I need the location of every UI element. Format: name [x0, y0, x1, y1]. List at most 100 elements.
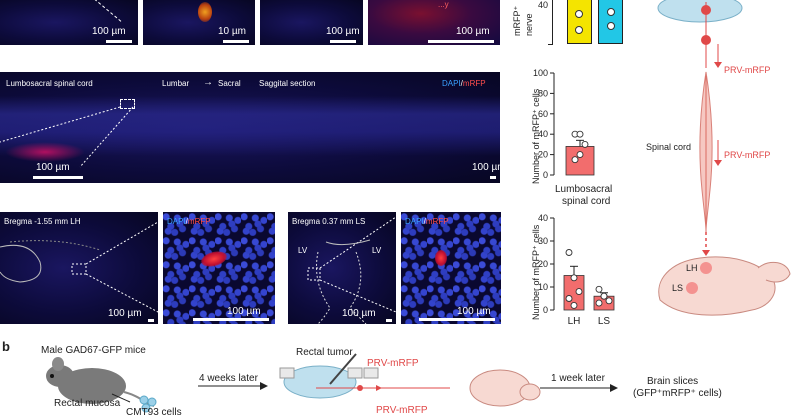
chart-brain-regions: 0 10 20 30 40 LH LS	[538, 213, 615, 327]
spinal-title: Lumbosacral spinal cord	[6, 79, 93, 88]
lv-right-label: LV	[372, 246, 382, 255]
y-tick-label: 100	[533, 68, 548, 78]
slash: /	[185, 217, 188, 226]
mouse-title: Male GAD67-GFP mice	[41, 345, 146, 356]
scale-bar-inset	[490, 176, 496, 179]
chart-spinal-cord: 0 20 40 60 80 100	[533, 68, 595, 180]
lh-inset-micrograph: DAPI/mRFP 100 µm	[163, 212, 275, 324]
top-micrograph-2: 10 µm	[143, 0, 255, 45]
scale-label: 10 µm	[218, 26, 246, 37]
top-chart-bar-yellow	[567, 0, 592, 44]
lh-title: Bregma -1.55 mm LH	[4, 217, 81, 226]
slash: /	[423, 217, 426, 226]
chart-spinal-xlabel-2: spinal cord	[562, 196, 611, 207]
y-tick-label: 0	[543, 305, 548, 315]
ls-inset-scale-label: 100 µm	[457, 306, 491, 317]
scale-label-main: 100 µm	[36, 162, 70, 173]
data-point	[581, 140, 589, 148]
top-chart-ylabel-2: nerve	[524, 13, 534, 36]
y-tick-label: 40	[538, 213, 548, 223]
top-chart-ylabel-1: mRFP⁺	[512, 5, 522, 36]
top-micrograph-3: 100 µm	[260, 0, 363, 45]
four-weeks-label: 4 weeks later	[199, 373, 258, 384]
ls-outline	[307, 216, 396, 324]
cmt93-label: CMT93 cells	[126, 407, 182, 418]
overlay-fragment: ...y	[438, 0, 449, 9]
lv-left-label: LV	[298, 246, 308, 255]
lh-inset-scale-label: 100 µm	[227, 306, 261, 317]
lh-scale-bar	[148, 319, 154, 322]
zoom-lines	[0, 106, 134, 168]
dapi-label: DAPI	[405, 217, 424, 226]
ls-title: Bregma 0.37 mm LS	[292, 217, 366, 226]
x-tick-label: LH	[568, 316, 581, 327]
data-point	[576, 151, 584, 159]
ls-inset-scale-bar	[419, 318, 495, 321]
scale-bar-main	[33, 176, 83, 179]
x-tick-label: LS	[598, 316, 611, 327]
ls-inset-micrograph: DAPI/mRFP 100 µm	[401, 212, 501, 324]
one-week-label: 1 week later	[551, 373, 605, 384]
scale-bar	[428, 40, 494, 43]
y-tick-label: 0	[543, 170, 548, 180]
mrfp-label: mRFP	[187, 217, 211, 226]
scale-bar	[106, 40, 132, 43]
scale-label: 100 µm	[326, 26, 360, 37]
panel-b-label: b	[2, 339, 10, 354]
chart-spinal-xlabel-1: Lumbosacral	[555, 184, 613, 195]
mrfp-label: mRFP	[425, 217, 449, 226]
prv-travel-label: PRV-mRFP	[376, 405, 428, 416]
slash: /	[460, 79, 463, 88]
schematic-prv-top: PRV-mRFP	[724, 65, 771, 75]
chart-brain-ylabel: Number of mRFP⁺ cells	[531, 224, 541, 320]
lh-scale-label: 100 µm	[108, 308, 142, 319]
data-point	[570, 274, 578, 282]
data-point	[570, 301, 578, 309]
lh-outline	[0, 221, 158, 313]
data-point	[600, 292, 608, 300]
mrfp-label: mRFP	[462, 79, 486, 88]
lh-inset-scale-bar	[193, 318, 269, 321]
lumbar-label: Lumbar	[162, 79, 190, 88]
prv-inject-label: PRV-mRFP	[367, 358, 419, 369]
sacral-label: Sacral	[218, 79, 241, 88]
schematic-prv-mid: PRV-mRFP	[724, 150, 771, 160]
y-tick-label: 30	[538, 236, 548, 246]
pathway-schematic	[657, 0, 791, 316]
dapi-label: DAPI	[167, 217, 186, 226]
bar	[565, 146, 595, 176]
top-micrograph-1: 100 µm	[0, 0, 138, 45]
ls-inset-legend: DAPI/mRFP	[405, 217, 449, 226]
ls-scale-label: 100 µm	[342, 308, 376, 319]
lh-micrograph: Bregma -1.55 mm LH 100 µm	[0, 212, 158, 324]
ls-micrograph: Bregma 0.37 mm LS LV LV 100 µm	[288, 212, 396, 324]
data-point	[565, 249, 573, 256]
data-point	[576, 130, 584, 138]
dapi-label: DAPI	[442, 79, 461, 88]
chart-spinal-ylabel: Number of mRFP⁺ cells	[531, 88, 541, 184]
y-tick-label: 80	[538, 88, 548, 98]
y-tick-label: 20	[538, 259, 548, 269]
rectal-tumor-label: Rectal tumor	[296, 347, 353, 358]
lh-inset-legend: DAPI/mRFP	[167, 217, 211, 226]
inset-box	[120, 99, 135, 109]
scale-label-inset: 100 µm	[472, 162, 500, 173]
spinal-cord-micrograph: Lumbosacral spinal cord Lumbar → Sacral …	[0, 72, 500, 183]
y-tick-label: 40	[538, 129, 548, 139]
data-point	[571, 156, 579, 164]
schematic-spinal-cord: Spinal cord	[646, 142, 692, 152]
scale-bar	[223, 40, 249, 43]
data-point	[575, 288, 583, 296]
scale-bar	[330, 40, 356, 43]
schematic-ls: LS	[672, 283, 684, 293]
ls-scale-bar	[386, 319, 392, 322]
scale-label: 100 µm	[456, 26, 490, 37]
y-tick-label: 20	[538, 150, 548, 160]
y-tick-label: 10	[538, 282, 548, 292]
stain-legend: DAPI/mRFP	[442, 79, 486, 88]
arrow-icon: →	[203, 77, 213, 88]
data-point	[595, 299, 603, 307]
brain-slices-sub: (GFP⁺mRFP⁺ cells)	[633, 388, 722, 399]
y-tick-label: 60	[538, 109, 548, 119]
top-chart-tick: 40	[537, 0, 548, 10]
